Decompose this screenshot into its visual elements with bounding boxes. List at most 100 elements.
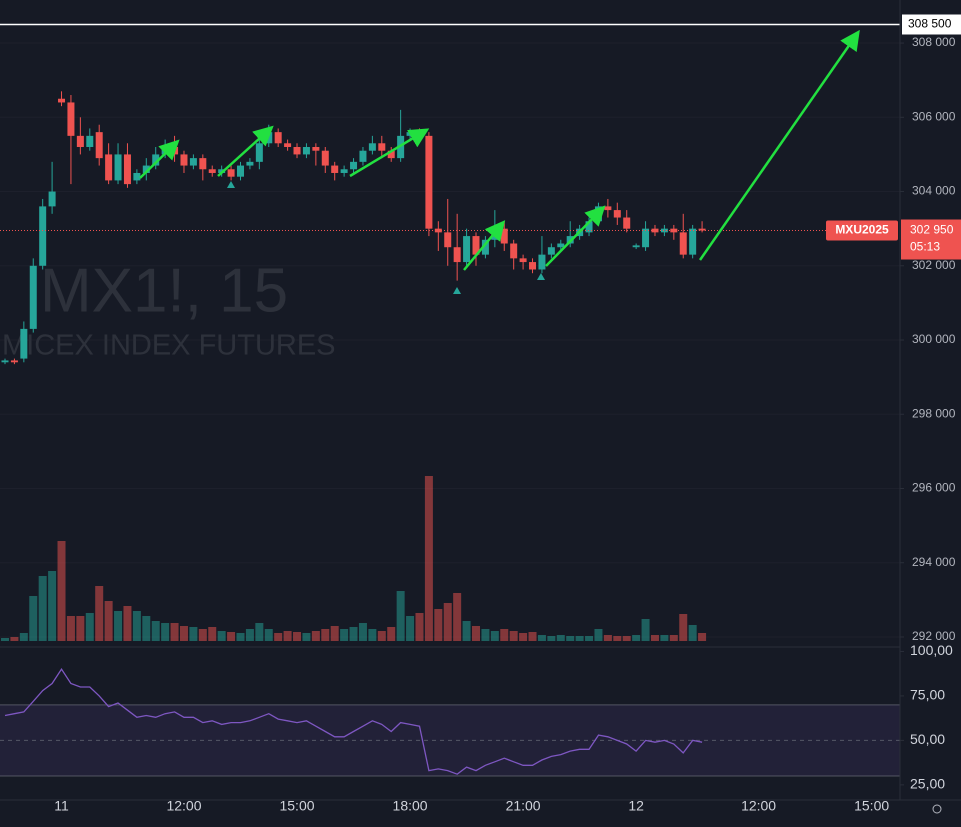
volume-bar [227, 632, 236, 641]
candle-body [114, 154, 122, 181]
x-tick-label: 12:00 [741, 798, 776, 814]
volume-bar [95, 586, 104, 641]
candle-body [76, 135, 84, 147]
volume-bar [556, 635, 565, 641]
volume-bar [424, 476, 433, 641]
candle-body [463, 236, 471, 263]
candle-body [547, 247, 555, 255]
y-tick-label: 25,00 [910, 776, 945, 792]
candle-body [679, 232, 687, 255]
volume-bar [29, 596, 38, 641]
volume-bar [198, 629, 207, 641]
trend-arrow [698, 29, 860, 261]
signal-marker [453, 287, 461, 294]
volume-bar [613, 636, 622, 641]
candle-body [10, 360, 18, 363]
candle-body [406, 132, 414, 136]
x-tick-label: 12 [628, 798, 644, 814]
candle-body [312, 146, 320, 151]
volume-bar [170, 623, 179, 641]
x-tick-label: 12:00 [166, 798, 201, 814]
candle-body [123, 154, 131, 185]
volume-bar [575, 636, 584, 641]
y-tick-label: 308 000 [912, 35, 956, 49]
volume-bar [698, 633, 707, 641]
candle-body [444, 232, 452, 248]
volume-bar [123, 606, 132, 641]
candle-body [67, 102, 75, 136]
candle-body [481, 239, 489, 255]
candle-body [425, 135, 433, 229]
y-tick-label: 100,00 [910, 642, 953, 658]
candle-body [689, 228, 697, 255]
volume-bar [490, 631, 499, 641]
signal-marker [537, 273, 545, 280]
candle-body [660, 228, 668, 233]
volume-bar [679, 614, 688, 641]
volume-bar [330, 626, 339, 641]
candle-body [142, 165, 150, 173]
volume-bar [396, 591, 405, 641]
volume-bar [585, 636, 594, 641]
volume-bar [255, 623, 264, 641]
volume-bar [340, 629, 349, 641]
x-tick-label: 15:00 [854, 798, 889, 814]
y-tick-label: 296 000 [912, 481, 956, 495]
candle-body [255, 143, 263, 162]
candle-body [48, 191, 56, 207]
candle-body [237, 165, 244, 177]
volume-bar [537, 635, 546, 641]
candle-body [557, 243, 565, 248]
y-tick-label: 75,00 [910, 687, 945, 703]
volume-bar [632, 635, 641, 641]
candle-body [199, 158, 207, 170]
volume-bar [161, 623, 170, 641]
volume-bar [114, 611, 123, 641]
candle-body [152, 154, 160, 166]
candle-body [613, 210, 621, 218]
trend-arrow [217, 125, 274, 177]
candle-body [642, 228, 650, 248]
rsi-line [4, 668, 703, 775]
volume-bar [293, 632, 302, 641]
candle-body [227, 169, 235, 177]
candle-body [510, 243, 518, 259]
volume-bar [302, 633, 311, 641]
candle-body [359, 150, 367, 162]
volume-bar [509, 631, 518, 641]
volume-bar [38, 576, 47, 641]
volume-bar [547, 636, 556, 641]
volume-bar [236, 633, 245, 641]
trend-arrow [463, 220, 506, 271]
candle-body [519, 258, 527, 263]
candle-body [29, 265, 37, 329]
volume-bar [415, 613, 424, 641]
volume-bar [603, 635, 612, 641]
candle-body [189, 158, 197, 166]
volume-bar [443, 603, 452, 641]
candle-body [208, 169, 216, 173]
volume-bar [217, 631, 226, 641]
volume-bar [48, 571, 57, 641]
volume-bar [500, 629, 509, 641]
volume-bar [1, 638, 9, 641]
volume-bar [57, 541, 66, 641]
volume-bar [519, 633, 528, 641]
y-tick-label: 292 000 [912, 629, 956, 643]
volume-bar [189, 627, 198, 641]
candle-body [604, 206, 612, 211]
y-tick-label: 302 000 [912, 258, 956, 272]
settings-icon[interactable] [932, 804, 942, 814]
trend-arrow [349, 128, 430, 178]
volume-bar [274, 633, 283, 641]
trend-arrow [139, 139, 180, 179]
volume-bar [688, 625, 697, 641]
y-tick-label: 294 000 [912, 555, 956, 569]
volume-bar [594, 629, 603, 641]
candle-body [1, 360, 9, 363]
x-tick-label: 21:00 [506, 798, 541, 814]
trend-arrow [545, 205, 606, 267]
candle-body [538, 254, 546, 270]
candle-body [368, 143, 376, 151]
